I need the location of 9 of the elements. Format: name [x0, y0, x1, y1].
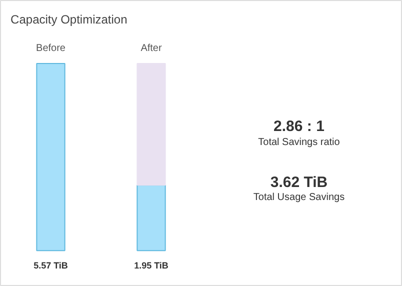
- x-tick-label: After: [140, 43, 162, 54]
- text: 2.86 : 1: [274, 118, 324, 136]
- data-label: 1.95 TiB: [134, 260, 169, 271]
- data-label: 5.57 TiB: [34, 260, 68, 271]
- text: 3.62 TiB: [270, 174, 328, 191]
- text: Total Savings ratio: [258, 136, 340, 148]
- x-tick-label: Before: [36, 43, 66, 54]
- chart-title: Capacity Optimization: [10, 12, 128, 27]
- text: Total Usage Savings: [253, 192, 345, 203]
